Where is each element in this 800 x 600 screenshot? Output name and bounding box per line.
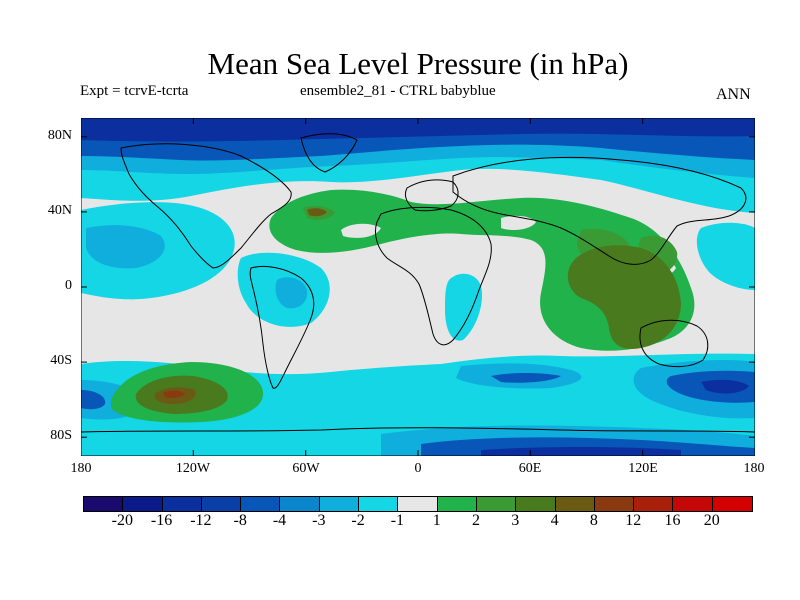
colorbar-label: 2 <box>472 512 480 529</box>
colorbar-swatch <box>123 497 163 511</box>
coastline-australia <box>639 319 709 368</box>
colorbar-label: -8 <box>233 512 247 529</box>
colorbar-swatch <box>555 497 595 511</box>
contour-south-band-mid <box>81 360 755 456</box>
pressure-map <box>81 118 755 456</box>
colorbar-label: -1 <box>390 512 405 529</box>
colorbar-label: 1 <box>432 512 441 529</box>
colorbar-swatch <box>201 497 242 511</box>
colorbar-swatch <box>359 497 399 511</box>
coastline-greenland <box>300 133 358 173</box>
colorbar-swatch <box>437 497 477 511</box>
contour-east-pacific-mid <box>86 225 165 269</box>
lat-label-0: 0 <box>65 278 72 293</box>
colorbar-label: 3 <box>511 512 520 529</box>
axis-ticks <box>81 118 755 456</box>
coastline-north-america <box>120 143 292 269</box>
coastline-europe <box>404 179 459 212</box>
colorbar-label: -12 <box>190 512 212 529</box>
lon-label-60e: 60E <box>518 461 542 476</box>
colorbar-swatch <box>594 497 635 511</box>
contour-madagascar-light <box>445 273 483 341</box>
lon-label-180w: 180 <box>70 461 92 476</box>
lat-label-40s: 40S <box>50 353 72 368</box>
contour-south-band-darker <box>481 379 749 456</box>
colorbar-swatch <box>516 497 556 511</box>
lon-label-60w: 60W <box>292 461 320 476</box>
colorbar <box>83 496 754 512</box>
coastlines <box>81 133 755 433</box>
colorbar-label: -3 <box>312 512 326 529</box>
lon-label-0: 0 <box>414 461 422 476</box>
lat-label-80n: 80N <box>47 128 72 143</box>
contour-atlantic-mid <box>275 277 308 309</box>
contour-eurasia-brown <box>307 208 327 217</box>
colorbar-label: -4 <box>272 512 287 529</box>
map-title: Mean Sea Level Pressure (in hPa) <box>207 46 629 81</box>
lat-label-40n: 40N <box>47 203 72 218</box>
colorbar-label: 20 <box>703 512 720 529</box>
colorbar-swatch <box>476 497 517 511</box>
coastline-antarctica <box>81 427 755 433</box>
colorbar-swatch <box>634 497 674 511</box>
season-label: ANN <box>716 86 751 103</box>
colorbar-label: -16 <box>150 512 173 529</box>
colorbar-swatch <box>280 497 320 511</box>
colorbar-label: 16 <box>664 512 681 529</box>
colorbar-swatch <box>712 497 753 511</box>
lat-label-80s: 80S <box>50 428 72 443</box>
ensemble-label: ensemble2_81 - CTRL babyblue <box>300 83 496 99</box>
contour-north-band-darkest <box>81 118 755 142</box>
colorbar-swatch <box>319 497 360 511</box>
contour-west-pacific-light <box>696 222 755 290</box>
coastline-africa <box>374 206 492 346</box>
colorbar-swatch <box>162 497 202 511</box>
coastline-south-america <box>249 265 315 389</box>
colorbar-swatch <box>241 497 281 511</box>
colorbar-label: 8 <box>589 512 598 529</box>
lon-label-180e: 180 <box>743 461 765 476</box>
colorbar-label: -2 <box>351 512 365 529</box>
contour-south-band-dark <box>81 370 755 456</box>
colorbar-label: -20 <box>111 512 133 529</box>
experiment-label: Expt = tcrvE-tcrta <box>80 83 189 99</box>
colorbar-label: 12 <box>625 512 642 529</box>
lon-label-120e: 120E <box>628 461 658 476</box>
coastline-asia <box>452 156 747 265</box>
colorbar-swatch <box>673 497 713 511</box>
colorbar-label: 4 <box>550 512 559 529</box>
lon-label-120w: 120W <box>175 461 211 476</box>
colorbar-swatch <box>398 497 438 511</box>
contour-south-pacific-darkred <box>163 390 185 398</box>
colorbar-swatch <box>84 497 124 511</box>
